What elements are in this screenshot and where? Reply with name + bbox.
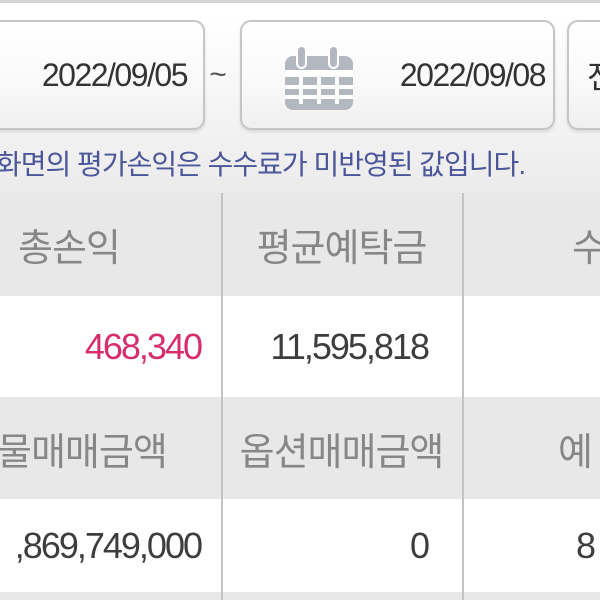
table-column-divider-1: [221, 193, 223, 600]
total-pl-value: 468,340: [84, 325, 203, 367]
header-row-2: 물매매금액 옵션매매금액 예: [0, 397, 600, 499]
date-range-separator: ~: [209, 58, 227, 91]
calendar-icon: [279, 45, 359, 110]
header-options-amount: 옵션매매금액: [239, 431, 445, 474]
end-date-button[interactable]: 2022/09/08: [240, 20, 555, 130]
value-row-1: 468,340 11,595,818: [0, 296, 600, 397]
options-amount-value: 0: [409, 524, 430, 566]
end-date-label: 2022/09/08: [399, 56, 547, 93]
fee-notice-text: 화면의 평가손익은 수수료가 미반영된 값입니다.: [0, 149, 526, 180]
top-divider-strip: [0, 0, 600, 3]
summary-table: 총손익 평균예탁금 수 468,340 11,595,818 물매매금액 옵션매…: [0, 193, 600, 600]
header-fee-partial: 수: [572, 228, 600, 270]
side-button-label: 전: [587, 52, 600, 98]
value-row-2: ,869,749,000 0 8: [0, 499, 600, 592]
futures-amount-value-partial: ,869,749,000: [14, 524, 203, 566]
avg-deposit-value: 11,595,818: [270, 325, 430, 367]
start-date-label: 2022/09/05: [41, 56, 189, 93]
deposit-value-partial: 8: [576, 524, 596, 566]
table-column-divider-2: [462, 193, 464, 600]
header-avg-deposit: 평균예탁금: [256, 228, 428, 270]
header-row-3-partial: [0, 592, 600, 600]
header-row-1: 총손익 평균예탁금 수: [0, 193, 600, 296]
header-total-pl: 총손익: [18, 228, 121, 270]
header-futures-amount-partial: 물매매금액: [0, 431, 168, 474]
fee-value-partial: [464, 296, 600, 397]
side-button-partial[interactable]: 전: [567, 20, 600, 130]
header-deposit-partial: 예: [558, 431, 593, 474]
start-date-button[interactable]: 2022/09/05: [0, 20, 205, 130]
